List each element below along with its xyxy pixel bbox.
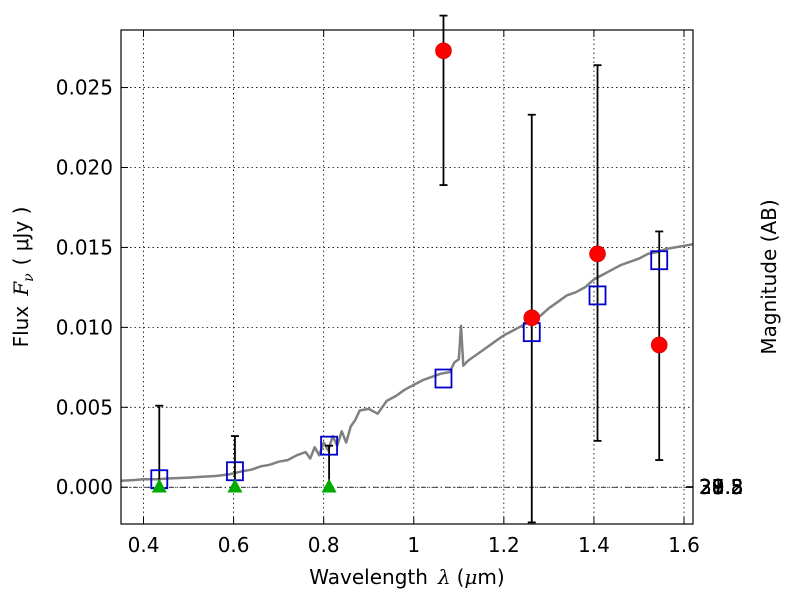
y2-axis-label: Magnitude (AB): [757, 199, 781, 354]
y-tick-label: 0.025: [56, 76, 113, 100]
x-tick-label: 0.8: [308, 533, 340, 557]
model-flux-square: [434, 368, 453, 389]
magnitude-tick-label: 28.2: [699, 475, 744, 499]
x-tick-label: 1.2: [488, 533, 520, 557]
measured-flux-circle: [589, 245, 606, 263]
x-tick-label: 0.6: [218, 533, 250, 557]
y-tick-label: 0.020: [56, 155, 113, 179]
magnitude-tick-label: 30: [699, 475, 724, 499]
upper-limit-triangle: [321, 478, 337, 493]
y-tick-label: 0.000: [56, 475, 113, 499]
plot-background: [121, 30, 693, 524]
model-spectrum-line: [120, 242, 694, 483]
x-tick-label: 1.4: [578, 533, 610, 557]
magnitude-tick-label: 31: [699, 475, 724, 499]
upper-limit-triangle: [227, 478, 243, 493]
model-flux-square: [588, 285, 607, 306]
plot-frame: [120, 29, 694, 525]
upper-limit-triangle: [151, 478, 167, 493]
measured-flux-circle: [523, 309, 541, 327]
y-ticks: 0.000 0.005 0.010 0.015 0.020 0.025: [56, 76, 128, 499]
spectrum-polyline: [120, 242, 694, 483]
markers: [150, 42, 669, 493]
model-flux-square: [650, 250, 669, 271]
magnitude-tick-label: 29: [699, 475, 724, 499]
grid: [121, 30, 693, 524]
magnitude-tick-label: 27.8: [699, 475, 744, 499]
magnitude-tick-label: 29.5: [699, 475, 744, 499]
x-axis-label: Wavelength λ (μm): [309, 565, 504, 589]
x-ticks: 0.4 0.6 0.8 1 1.2 1.4 1.6: [128, 30, 700, 557]
measured-flux-circle: [435, 42, 452, 60]
x-tick-label: 0.4: [128, 533, 160, 557]
y-axis-label: FluxFν( μJy ): [9, 207, 37, 348]
magnitude-tick-label: 28.5: [699, 475, 744, 499]
y-tick-label: 0.010: [56, 315, 113, 339]
y-tick-label: 0.015: [56, 235, 113, 259]
magnitude-tick-label: 28: [699, 475, 724, 499]
model-flux-square: [320, 435, 338, 456]
measured-flux-circle: [650, 336, 668, 354]
x-tick-label: 1.6: [668, 533, 700, 557]
y-tick-label: 0.005: [56, 395, 113, 419]
x-tick-label: 1: [407, 533, 420, 557]
